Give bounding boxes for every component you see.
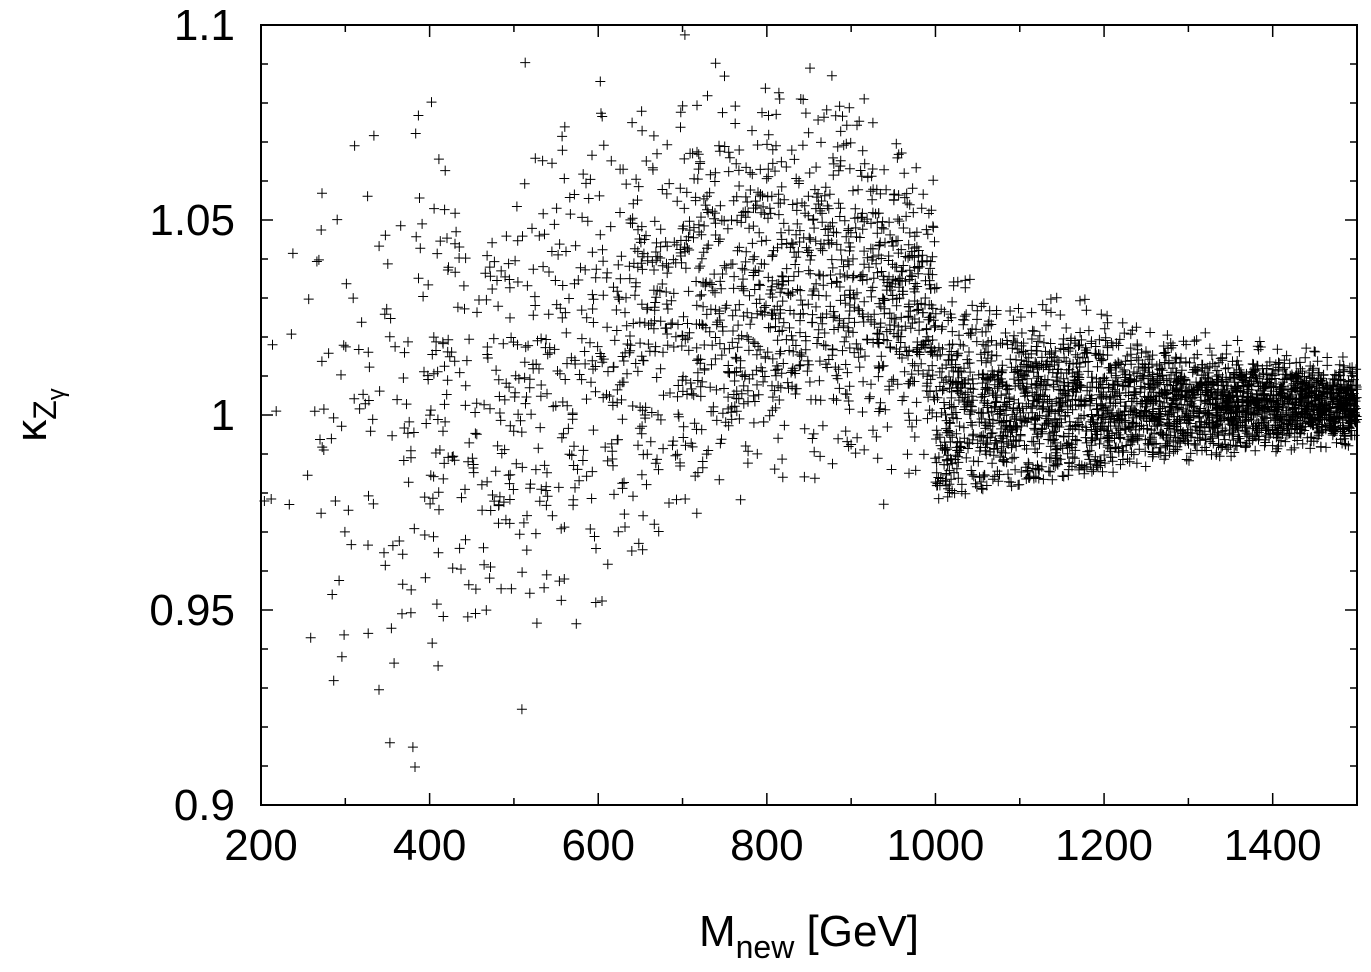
scatter-point-markers [259, 29, 1362, 772]
x-tick-label: 800 [730, 821, 803, 870]
x-tick-label: 1400 [1224, 821, 1322, 870]
x-axis-label-main: M [699, 907, 736, 956]
y-axis-label: κZγ [7, 388, 70, 442]
x-axis-label-sub: new [736, 929, 796, 965]
y-axis-ticks: 0.9 0.95 1 1.05 1.1 [149, 1, 1357, 830]
y-tick-label: 1 [211, 391, 235, 440]
x-tick-label: 1000 [887, 821, 985, 870]
y-tick-label: 1.05 [149, 196, 235, 245]
scatter-points [259, 29, 1362, 772]
y-tick-label: 1.1 [174, 1, 235, 50]
x-axis-label-suffix: [GeV] [794, 907, 919, 956]
x-tick-label: 1200 [1055, 821, 1153, 870]
x-axis-label: Mnew [GeV] [699, 907, 919, 965]
y-tick-label: 0.95 [149, 586, 235, 635]
x-tick-label: 400 [393, 821, 466, 870]
x-tick-label: 600 [562, 821, 635, 870]
x-axis-ticks: 200 400 600 800 1000 1200 1400 [224, 25, 1358, 870]
y-axis-label-sub: Z [27, 400, 63, 420]
x-tick-label: 200 [224, 821, 297, 870]
y-tick-label: 0.9 [174, 781, 235, 830]
y-axis-label-subsub: γ [43, 388, 70, 400]
y-axis-label-main: κ [7, 419, 56, 442]
